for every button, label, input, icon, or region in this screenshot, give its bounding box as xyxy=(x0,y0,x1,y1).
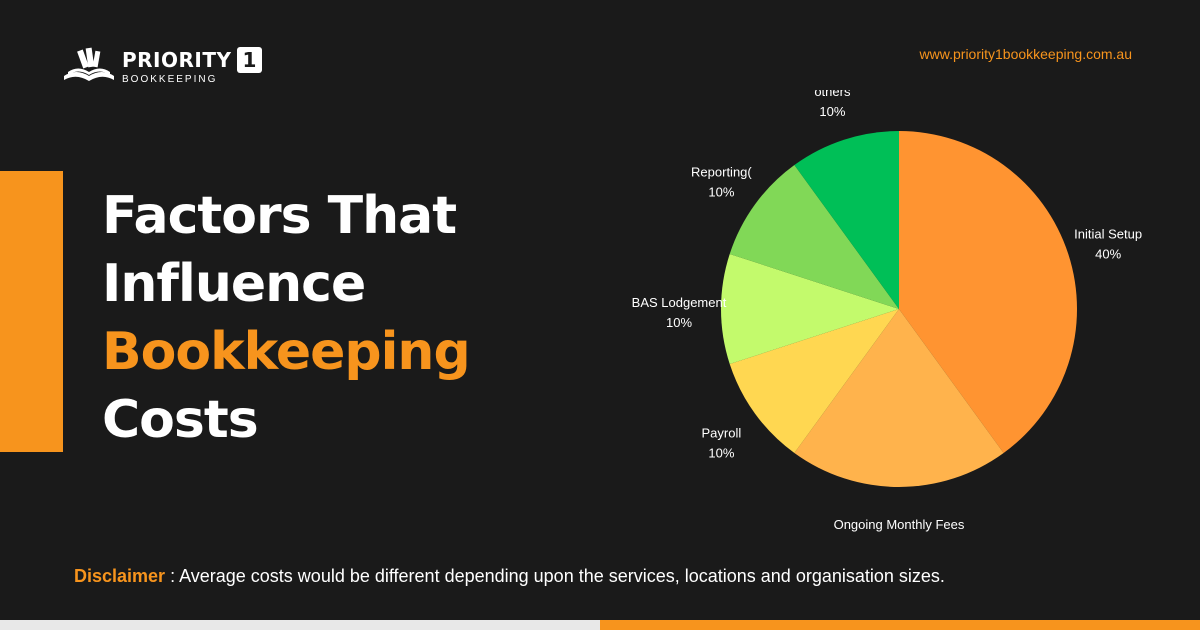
title-line-1: Factors That xyxy=(102,186,457,246)
disclaimer-label: Disclaimer xyxy=(74,566,166,586)
pie-slice-initial-setup xyxy=(899,131,1077,454)
slice-label: others xyxy=(814,90,851,99)
brand-name-text: PRIORITY xyxy=(122,48,232,72)
slice-label: Initial Setup xyxy=(1074,226,1142,241)
pie-chart: Initial Setup 40% Ongoing Monthly Fees 20% P… xyxy=(632,90,1142,540)
pie-slice-ongoing-monthly-fees xyxy=(794,309,1004,488)
pie-slice-reporting xyxy=(729,164,899,309)
pie-slice-bas-lodgement xyxy=(721,253,899,365)
slice-label: BAS Lodgement xyxy=(632,295,727,310)
slice-value-label: 10% xyxy=(708,185,734,200)
slice-label: Payroll xyxy=(702,425,742,440)
disclaimer: Disclaimer : Average costs would be diff… xyxy=(74,566,945,587)
slice-value-label: 20% xyxy=(886,537,912,540)
brand-number: 1 xyxy=(237,47,262,73)
pie-slice-payroll xyxy=(729,309,899,454)
disclaimer-text: : Average costs would be different depen… xyxy=(165,566,945,586)
title-line-2: Influence xyxy=(102,254,366,314)
open-book-icon xyxy=(64,47,114,81)
brand-subtitle: BOOKKEEPING xyxy=(122,74,218,85)
bottom-strip-accent xyxy=(600,620,1200,630)
slice-value-label: 10% xyxy=(708,445,734,460)
title-line-3: Bookkeeping xyxy=(102,322,471,382)
slice-value-label: 40% xyxy=(1095,246,1121,261)
slice-label: Ongoing Monthly Fees xyxy=(834,517,965,532)
slice-value-label: 10% xyxy=(819,104,845,119)
title-line-4: Costs xyxy=(102,390,259,450)
accent-bar xyxy=(0,171,63,452)
brand-name: PRIORITY 1 xyxy=(122,47,262,73)
slice-label: Reporting( xyxy=(691,165,752,180)
pie-slice-others xyxy=(794,131,899,309)
slice-value-label: 10% xyxy=(666,315,692,330)
brand-logo[interactable]: PRIORITY 1 BOOKKEEPING xyxy=(62,46,262,86)
website-link[interactable]: www.priority1bookkeeping.com.au xyxy=(919,46,1132,62)
page-title: Factors That Influence Bookkeeping Costs xyxy=(102,182,471,454)
